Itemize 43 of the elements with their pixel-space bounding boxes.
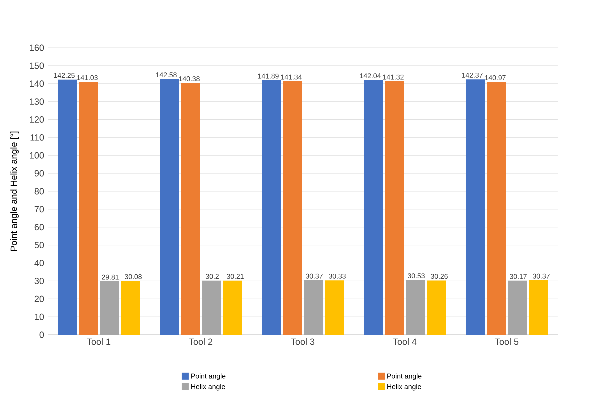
bar [406, 280, 425, 336]
y-tick-label: 20 [34, 296, 44, 302]
x-tick-label: Tool 5 [495, 338, 519, 346]
y-tick-label: 10 [35, 314, 44, 320]
bar [325, 280, 344, 336]
y-tick-label: 60 [34, 224, 44, 231]
y-tick-label: 30 [34, 278, 44, 284]
bar [262, 80, 281, 336]
bar [79, 82, 98, 336]
bar [427, 280, 446, 336]
y-tick-label: 150 [30, 62, 44, 70]
bar [181, 83, 200, 336]
y-tick-label: 80 [34, 188, 44, 195]
bar [528, 280, 548, 336]
x-tick-label: Tool 2 [189, 338, 213, 346]
y-axis-title: Point angle and Helix angle [°] [10, 132, 19, 252]
y-tick-label: 140 [30, 80, 44, 88]
bar [486, 82, 506, 336]
bar [466, 80, 485, 336]
y-tick-label: 130 [30, 98, 44, 106]
bar [508, 280, 527, 336]
bar [160, 79, 179, 336]
x-tick-label: Tool 1 [87, 338, 111, 346]
y-tick-label: 50 [34, 242, 44, 249]
y-tick-label: 110 [30, 134, 44, 141]
bar [100, 282, 119, 336]
bar [304, 280, 323, 336]
y-tick-label: 70 [34, 206, 44, 213]
y-tick-label: 100 [30, 152, 44, 159]
y-tick-label: 0 [40, 332, 44, 338]
y-tick-label: 40 [34, 260, 44, 266]
x-tick-label: Tool 4 [393, 338, 417, 346]
bar [202, 280, 221, 336]
bar [121, 281, 140, 336]
x-tick-label: Tool 3 [291, 338, 315, 346]
y-tick-label: 90 [34, 170, 44, 177]
bar [223, 280, 242, 336]
y-tick-label: 160 [30, 44, 44, 52]
bar [58, 80, 77, 336]
bar [385, 82, 404, 336]
y-tick-label: 120 [30, 116, 44, 123]
bar [364, 80, 383, 336]
bar [283, 81, 302, 336]
